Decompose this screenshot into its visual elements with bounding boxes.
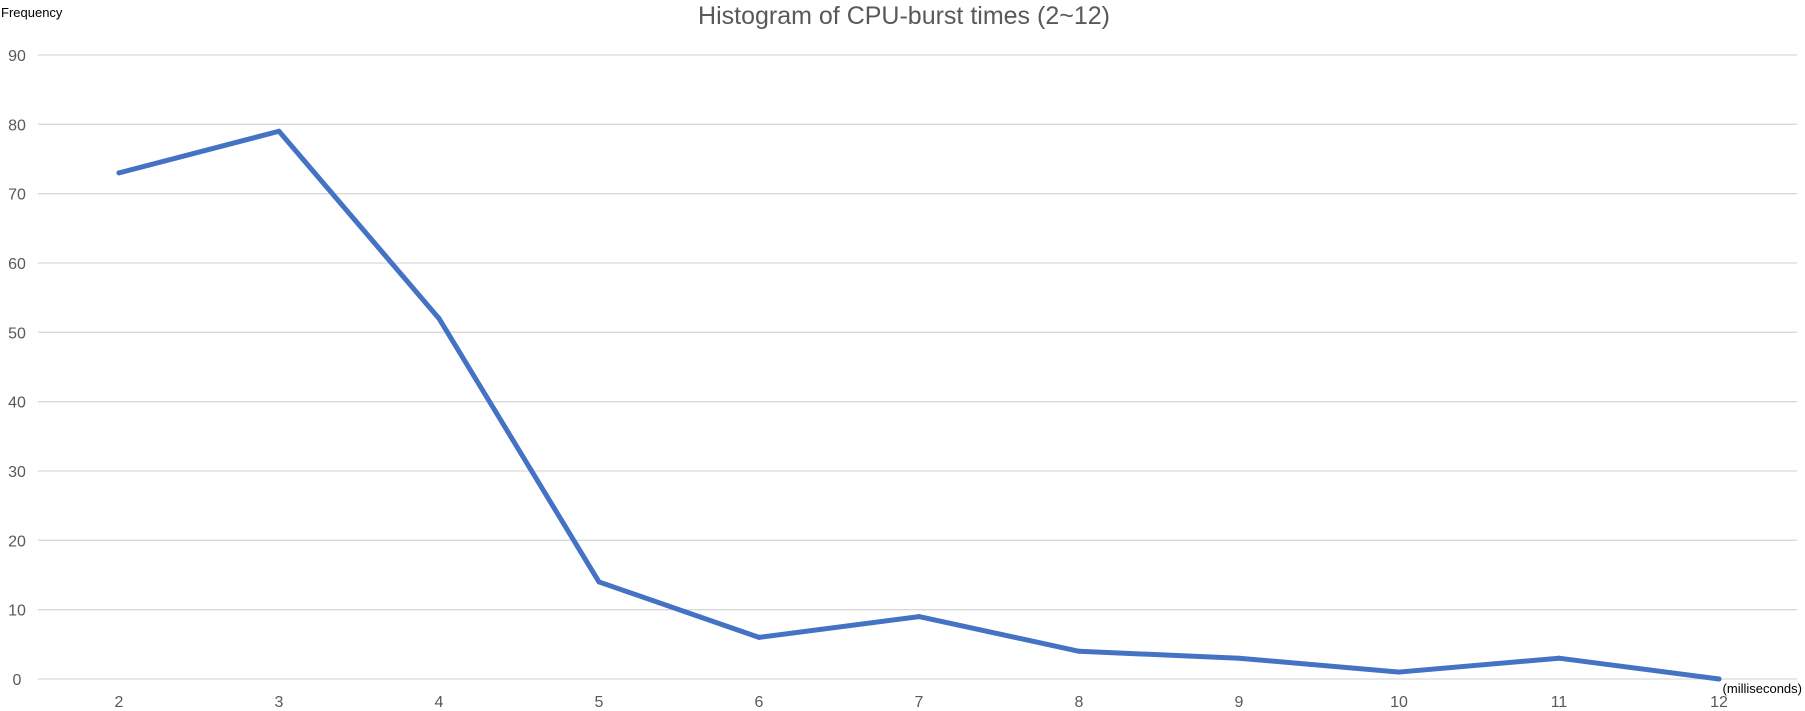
y-tick-label: 50 bbox=[8, 325, 26, 342]
chart-title: Histogram of CPU-burst times (2~12) bbox=[698, 2, 1110, 30]
data-point bbox=[116, 170, 122, 176]
x-tick-label: 11 bbox=[1551, 694, 1568, 711]
y-tick-label: 30 bbox=[8, 464, 26, 481]
y-tick-label: 10 bbox=[8, 603, 26, 620]
y-axis-label: Frequency bbox=[1, 5, 63, 20]
y-tick-label: 90 bbox=[8, 48, 26, 65]
data-point bbox=[1716, 676, 1722, 682]
data-point bbox=[596, 579, 602, 585]
y-axis-ticks: 0 10 20 30 40 50 60 70 80 90 bbox=[8, 48, 26, 689]
x-axis-label: (milliseconds) bbox=[1723, 681, 1802, 696]
data-point bbox=[436, 315, 442, 321]
y-tick-label: 80 bbox=[8, 117, 26, 134]
data-point bbox=[1076, 648, 1082, 654]
x-tick-label: 5 bbox=[595, 694, 604, 711]
series-lines bbox=[116, 128, 1722, 682]
x-tick-label: 9 bbox=[1235, 694, 1244, 711]
data-point bbox=[1396, 669, 1402, 675]
x-axis-ticks: 2 3 4 5 6 7 8 9 10 11 12 bbox=[115, 694, 1728, 711]
x-tick-label: 3 bbox=[275, 694, 284, 711]
series-line bbox=[116, 128, 1722, 682]
y-tick-label: 70 bbox=[8, 187, 26, 204]
data-point bbox=[276, 128, 282, 134]
y-tick-label: 0 bbox=[13, 672, 22, 689]
gridlines bbox=[38, 54, 1797, 680]
x-tick-label: 4 bbox=[435, 694, 444, 711]
y-tick-label: 40 bbox=[8, 395, 26, 412]
x-tick-label: 2 bbox=[115, 694, 124, 711]
x-tick-label: 12 bbox=[1710, 694, 1728, 711]
x-tick-label: 6 bbox=[755, 694, 764, 711]
data-point bbox=[1556, 655, 1562, 661]
x-tick-label: 8 bbox=[1075, 694, 1084, 711]
data-point bbox=[1236, 655, 1242, 661]
data-point bbox=[756, 634, 762, 640]
data-point bbox=[916, 614, 922, 620]
y-tick-label: 20 bbox=[8, 533, 26, 550]
x-tick-label: 7 bbox=[915, 694, 924, 711]
y-tick-label: 60 bbox=[8, 256, 26, 273]
x-tick-label: 10 bbox=[1390, 694, 1408, 711]
